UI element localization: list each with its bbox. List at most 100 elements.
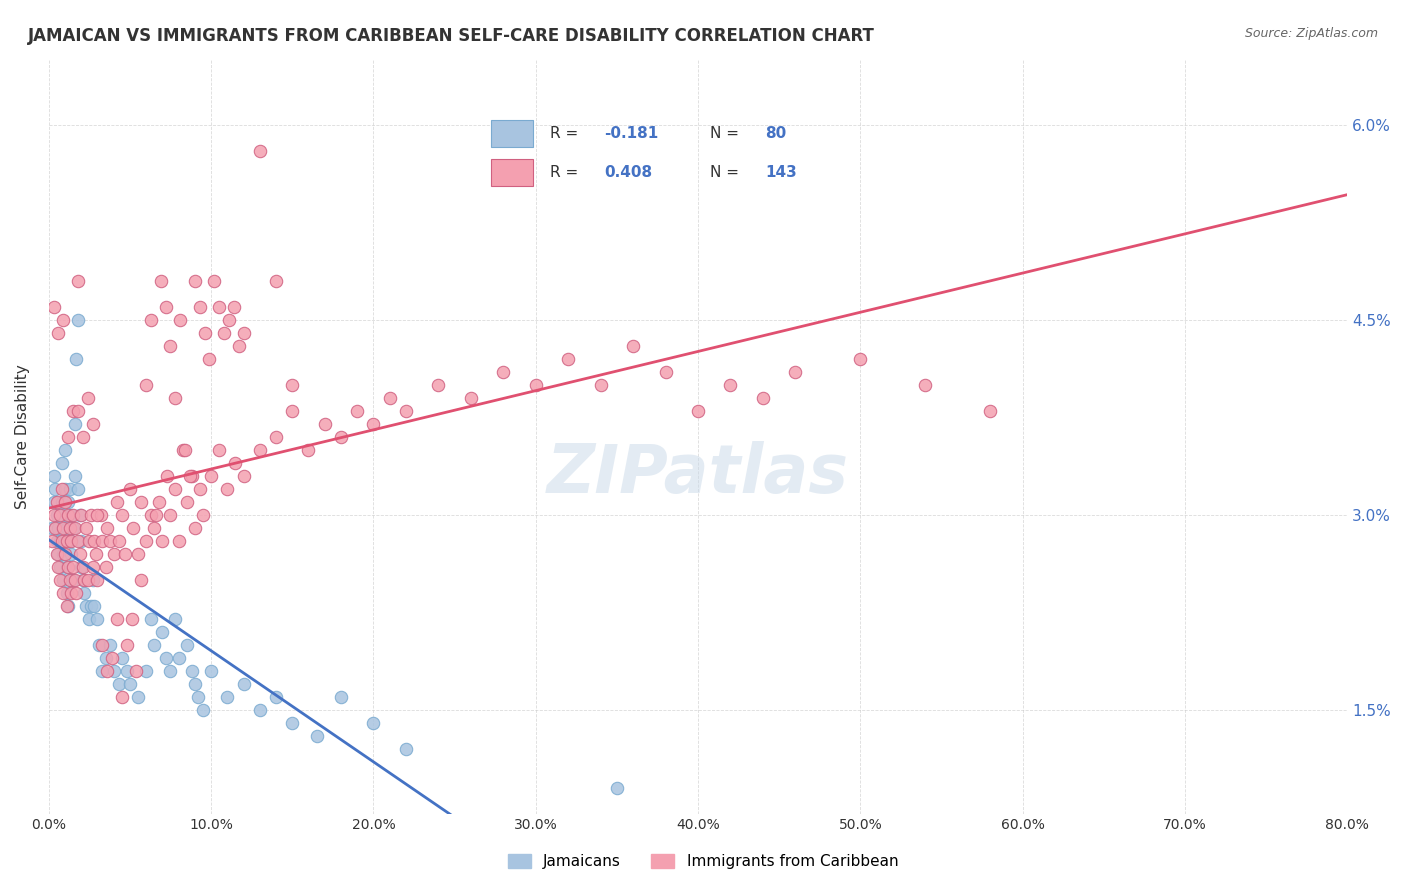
Point xyxy=(180,664,202,678)
Point xyxy=(62,559,84,574)
Point xyxy=(70,508,93,522)
Point xyxy=(100,533,122,548)
Point xyxy=(41,520,63,534)
Point xyxy=(60,585,83,599)
Point xyxy=(53,547,76,561)
Text: N =: N = xyxy=(710,127,744,141)
Point xyxy=(150,624,173,639)
Point xyxy=(208,442,231,457)
Point xyxy=(101,650,124,665)
Point xyxy=(58,429,80,443)
Point xyxy=(191,702,214,716)
Point xyxy=(228,338,250,352)
Point xyxy=(188,482,211,496)
Point xyxy=(125,664,148,678)
Point xyxy=(82,417,104,431)
Point xyxy=(55,533,77,548)
Point xyxy=(114,547,136,561)
Point xyxy=(654,365,676,379)
Point xyxy=(135,377,157,392)
Point xyxy=(115,638,138,652)
Point xyxy=(492,365,515,379)
Point xyxy=(849,351,872,366)
Point xyxy=(58,599,80,613)
Point xyxy=(86,611,108,625)
Point xyxy=(75,599,97,613)
Point xyxy=(264,274,287,288)
Text: 80: 80 xyxy=(765,127,786,141)
Point xyxy=(720,377,742,392)
Point xyxy=(427,377,450,392)
Point xyxy=(42,494,65,508)
Point xyxy=(83,599,105,613)
Point xyxy=(264,429,287,443)
Point xyxy=(107,533,129,548)
Y-axis label: Self-Care Disability: Self-Care Disability xyxy=(15,364,30,509)
Point xyxy=(105,611,128,625)
Point xyxy=(395,741,418,756)
Point xyxy=(96,520,118,534)
Point xyxy=(51,533,73,548)
Point xyxy=(187,690,209,704)
Point xyxy=(53,482,76,496)
Point xyxy=(176,638,198,652)
Point xyxy=(69,508,91,522)
Point xyxy=(135,533,157,548)
Point xyxy=(224,456,246,470)
Point xyxy=(80,508,103,522)
Point xyxy=(59,573,82,587)
Point xyxy=(281,715,304,730)
Point xyxy=(752,391,775,405)
Point xyxy=(63,573,86,587)
Point xyxy=(165,482,187,496)
Point xyxy=(52,520,75,534)
Point xyxy=(53,494,76,508)
Point xyxy=(91,664,114,678)
Point xyxy=(785,365,807,379)
Point xyxy=(51,494,73,508)
Point xyxy=(75,520,97,534)
Point xyxy=(105,494,128,508)
Point xyxy=(914,377,936,392)
Point xyxy=(63,468,86,483)
Point xyxy=(69,547,91,561)
Point xyxy=(139,312,162,326)
Point xyxy=(193,326,215,340)
Point xyxy=(48,547,70,561)
Point xyxy=(51,482,73,496)
Point xyxy=(55,559,77,574)
Point xyxy=(111,508,134,522)
Point xyxy=(118,676,141,690)
Point xyxy=(49,559,72,574)
Point xyxy=(139,611,162,625)
Point xyxy=(103,664,125,678)
Point xyxy=(143,638,166,652)
Point xyxy=(159,664,181,678)
Point xyxy=(58,508,80,522)
Point xyxy=(87,638,110,652)
Point xyxy=(62,520,84,534)
Point xyxy=(72,573,94,587)
Point xyxy=(212,326,235,340)
Point xyxy=(460,391,482,405)
Point xyxy=(184,520,207,534)
Point xyxy=(111,650,134,665)
Text: R =: R = xyxy=(550,127,583,141)
Point xyxy=(45,533,67,548)
Point xyxy=(60,533,83,548)
Point xyxy=(127,690,149,704)
Point xyxy=(94,559,117,574)
Point xyxy=(208,300,231,314)
Point xyxy=(52,585,75,599)
Point xyxy=(55,585,77,599)
Point xyxy=(111,690,134,704)
Point xyxy=(107,676,129,690)
Point xyxy=(55,599,77,613)
Point xyxy=(167,533,190,548)
Point xyxy=(159,508,181,522)
Point xyxy=(55,520,77,534)
Point xyxy=(232,468,254,483)
Point xyxy=(52,508,75,522)
Point xyxy=(52,547,75,561)
Point xyxy=(169,312,191,326)
